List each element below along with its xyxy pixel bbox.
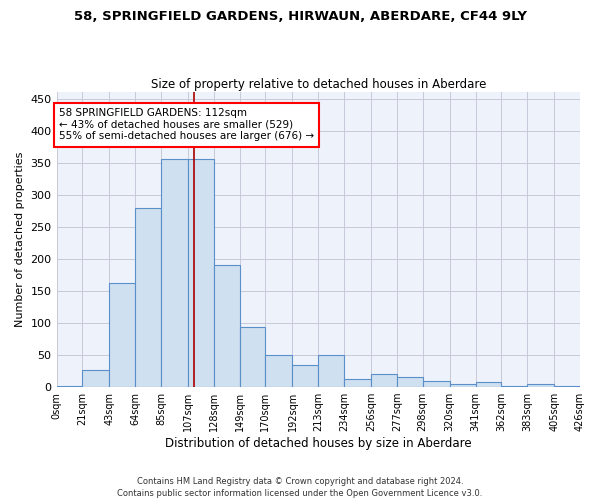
Bar bbox=[188, 160, 214, 387]
Title: Size of property relative to detached houses in Aberdare: Size of property relative to detached ho… bbox=[151, 78, 486, 91]
Bar bbox=[344, 380, 371, 387]
Bar bbox=[214, 266, 239, 387]
Text: Contains HM Land Registry data © Crown copyright and database right 2024.
Contai: Contains HM Land Registry data © Crown c… bbox=[118, 476, 482, 498]
X-axis label: Distribution of detached houses by size in Aberdare: Distribution of detached houses by size … bbox=[165, 437, 472, 450]
Bar bbox=[239, 328, 265, 387]
Bar bbox=[527, 384, 554, 387]
Bar bbox=[476, 382, 502, 387]
Bar bbox=[292, 364, 318, 387]
Bar bbox=[56, 386, 82, 387]
Bar bbox=[554, 386, 580, 387]
Bar bbox=[109, 282, 135, 387]
Bar bbox=[450, 384, 476, 387]
Text: 58, SPRINGFIELD GARDENS, HIRWAUN, ABERDARE, CF44 9LY: 58, SPRINGFIELD GARDENS, HIRWAUN, ABERDA… bbox=[74, 10, 527, 23]
Bar bbox=[161, 160, 188, 387]
Bar bbox=[371, 374, 397, 387]
Text: 58 SPRINGFIELD GARDENS: 112sqm
← 43% of detached houses are smaller (529)
55% of: 58 SPRINGFIELD GARDENS: 112sqm ← 43% of … bbox=[59, 108, 314, 142]
Bar bbox=[423, 380, 450, 387]
Bar bbox=[135, 208, 161, 387]
Bar bbox=[397, 378, 423, 387]
Bar bbox=[265, 355, 292, 387]
Bar bbox=[318, 355, 344, 387]
Bar bbox=[82, 370, 109, 387]
Bar bbox=[502, 386, 527, 387]
Y-axis label: Number of detached properties: Number of detached properties bbox=[15, 152, 25, 328]
